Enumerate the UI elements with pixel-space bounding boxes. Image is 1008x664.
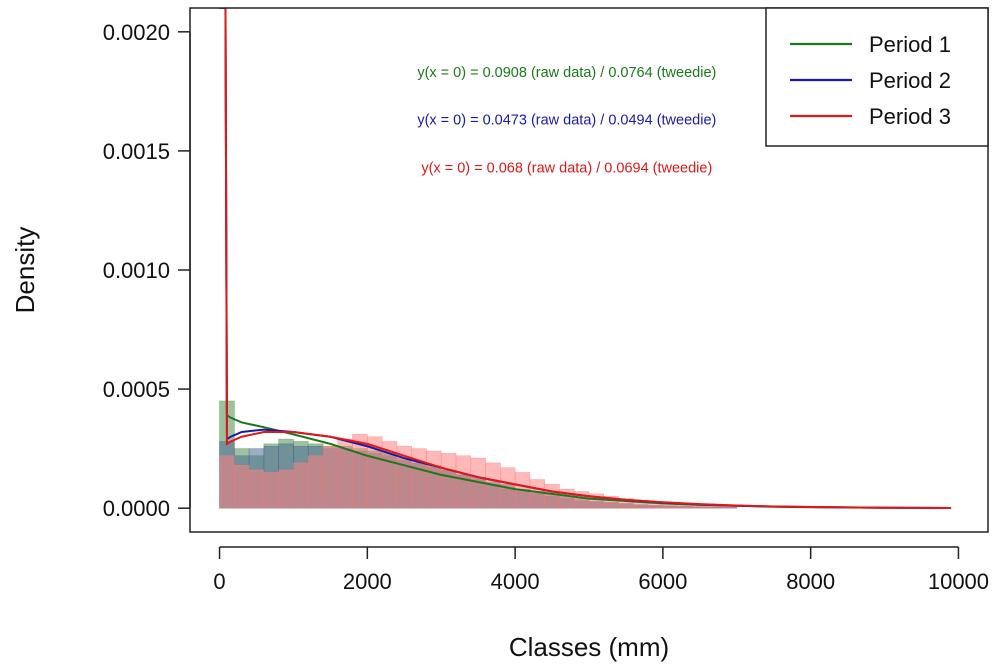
histogram-bar	[278, 469, 294, 509]
y-tick-label: 0.0010	[103, 258, 170, 283]
legend-box	[765, 7, 989, 147]
bars-period-3	[219, 434, 738, 509]
x-axis-label: Classes (mm)	[509, 632, 669, 662]
histogram-bar	[263, 472, 279, 509]
histogram-bar	[544, 484, 560, 509]
x-tick-label: 0	[213, 569, 225, 594]
histogram-bar	[219, 455, 235, 509]
x-tick-label: 4000	[491, 569, 540, 594]
legend-item: Period 3	[790, 104, 951, 129]
annotation-text: y(x = 0) = 0.0908 (raw data) / 0.0764 (t…	[417, 65, 716, 81]
histogram-bar	[293, 462, 309, 509]
y-tick-label: 0.0020	[103, 20, 170, 45]
y-tick-label: 0.0005	[103, 377, 170, 402]
legend-item: Period 1	[790, 32, 951, 57]
x-tick-label: 2000	[343, 569, 392, 594]
x-tick-label: 8000	[786, 569, 835, 594]
y-tick-label: 0.0015	[103, 139, 170, 164]
x-axis: 0 2000 4000 6000 8000 10000	[213, 546, 989, 594]
annotations: y(x = 0) = 0.0908 (raw data) / 0.0764 (t…	[417, 65, 716, 176]
annotation-text: y(x = 0) = 0.068 (raw data) / 0.0694 (tw…	[421, 160, 712, 176]
histogram-bar	[529, 479, 545, 509]
histogram-bar	[411, 448, 427, 509]
annotation-text: y(x = 0) = 0.0473 (raw data) / 0.0494 (t…	[417, 113, 716, 129]
histogram-bar	[426, 450, 442, 509]
density-curves	[219, 8, 952, 509]
histogram-bars	[219, 400, 738, 509]
histogram-bar	[248, 469, 265, 509]
legend-item: Period 2	[790, 68, 951, 93]
density-curve-period-3	[219, 8, 952, 509]
y-axis-label: Density	[10, 227, 40, 314]
histogram-bar	[440, 453, 457, 509]
legend: Period 1 Period 2 Period 3	[765, 7, 989, 147]
x-tick-label: 10000	[928, 569, 989, 594]
histogram-bar	[307, 455, 324, 509]
legend-label: Period 3	[869, 104, 951, 129]
y-axis: 0.0000 0.0005 0.0010 0.0015 0.0020	[103, 20, 191, 521]
legend-label: Period 2	[869, 68, 951, 93]
histogram-bar	[234, 465, 250, 509]
legend-label: Period 1	[869, 32, 951, 57]
x-tick-label: 6000	[638, 569, 687, 594]
y-tick-label: 0.0000	[103, 496, 170, 521]
histogram-bar	[322, 445, 339, 509]
histogram-bar	[455, 455, 472, 509]
